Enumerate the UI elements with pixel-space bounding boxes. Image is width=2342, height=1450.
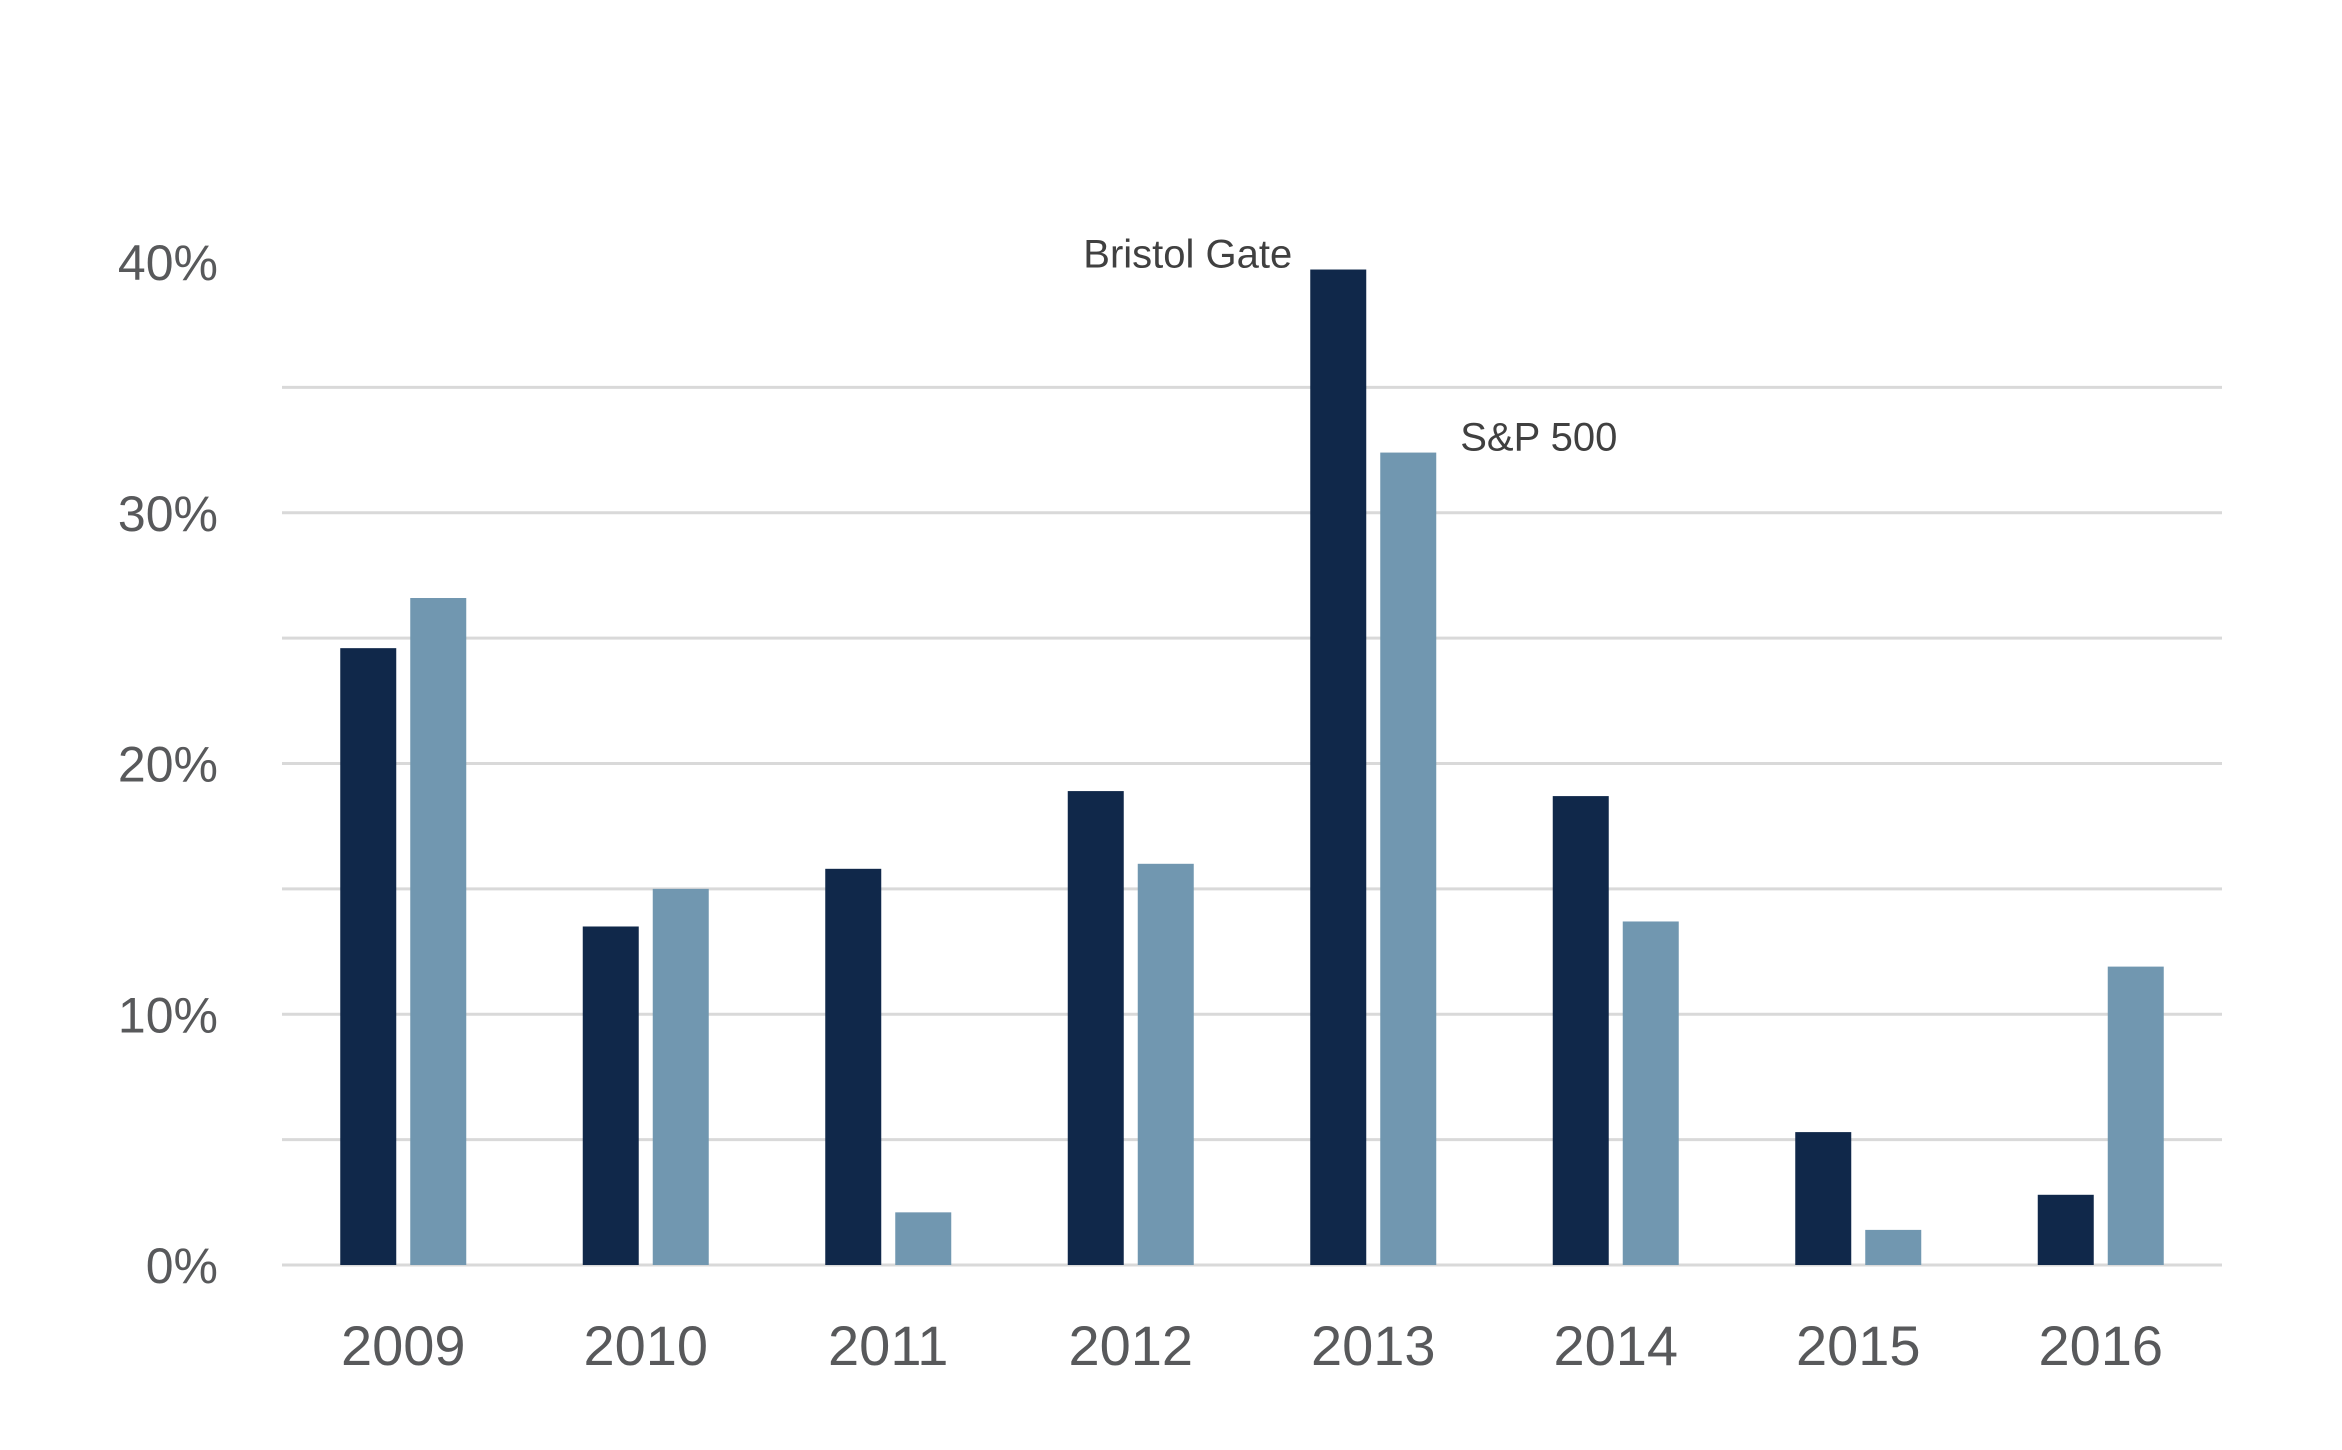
bar-bristol-gate-2016	[2037, 1194, 2094, 1265]
bar-s-p-500-2012	[1137, 863, 1194, 1265]
bar-s-p-500-2014	[1622, 921, 1679, 1265]
bar-s-p-500-2009	[410, 598, 467, 1265]
bar-s-p-500-2016	[2107, 966, 2164, 1265]
bar-bristol-gate-2011	[825, 868, 882, 1265]
bar-bristol-gate-2015	[1795, 1132, 1852, 1265]
bar-bristol-gate-2010	[582, 926, 639, 1265]
series-label-sp-500: S&P 500	[1460, 416, 1617, 460]
y-tick-label: 40%	[118, 235, 218, 291]
bar-bristol-gate-2014	[1552, 796, 1609, 1265]
bar-s-p-500-2013	[1380, 452, 1437, 1265]
gridlines	[282, 385, 2222, 1267]
bar-bristol-gate-2012	[1067, 791, 1124, 1265]
x-tick-label: 2012	[1068, 1314, 1193, 1377]
bar-bristol-gate-2013	[1310, 269, 1367, 1266]
x-axis-ticks: 2009 2010 2011 2012 2013 2014 2015 2016	[341, 1314, 2163, 1377]
x-tick-label: 2009	[341, 1314, 466, 1377]
x-tick-label: 2010	[583, 1314, 708, 1377]
x-tick-label: 2011	[828, 1314, 948, 1377]
series-labels: Bristol Gate S&P 500	[1083, 233, 1617, 460]
bar-s-p-500-2010	[652, 888, 709, 1265]
x-tick-label: 2015	[1796, 1314, 1921, 1377]
y-axis-ticks: 0% 10% 20% 30% 40%	[118, 235, 218, 1294]
series-label-bristol-gate: Bristol Gate	[1083, 233, 1292, 277]
x-tick-label: 2014	[1553, 1314, 1678, 1377]
bars	[340, 269, 2164, 1266]
y-tick-label: 20%	[118, 737, 218, 793]
bar-s-p-500-2015	[1865, 1229, 1922, 1265]
bar-s-p-500-2011	[895, 1212, 952, 1265]
x-tick-label: 2013	[1311, 1314, 1436, 1377]
y-tick-label: 0%	[146, 1238, 218, 1294]
y-tick-label: 10%	[118, 987, 218, 1043]
y-tick-label: 30%	[118, 486, 218, 542]
bar-bristol-gate-2009	[340, 648, 397, 1265]
x-tick-label: 2016	[2038, 1314, 2163, 1377]
